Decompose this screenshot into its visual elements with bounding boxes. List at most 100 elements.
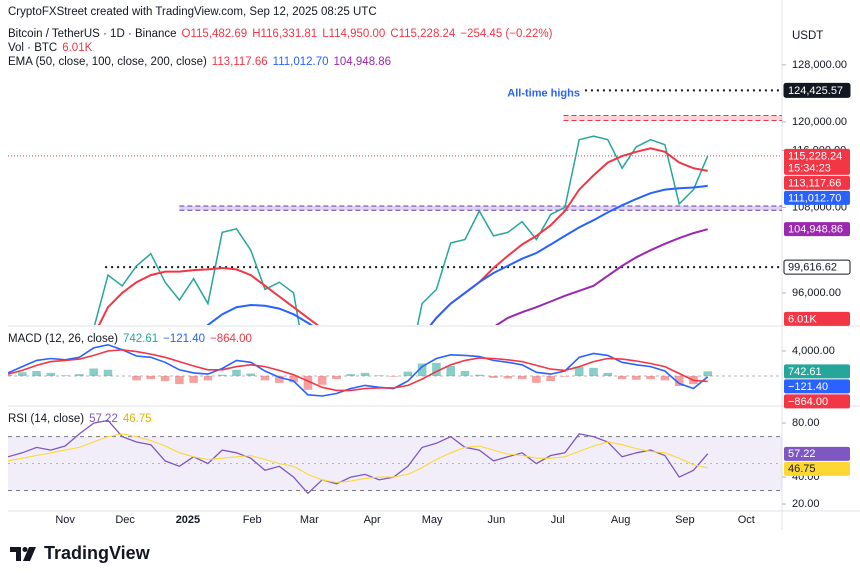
price-label-box [784,190,850,205]
series-line [8,419,709,495]
price-label: −864.00 [788,396,828,408]
y-tick-label: 120,000.00 [792,116,847,128]
x-tick-label: Jul [551,514,565,526]
histogram-bar [17,372,27,376]
histogram-bar [660,376,670,381]
price-label: 113,117.66 [788,177,841,189]
y-tick-label: 96,000.00 [792,287,841,299]
price-label: 104,948.86 [788,224,843,236]
histogram-bar [160,376,170,381]
histogram-bar [703,371,713,376]
x-tick-label: Apr [364,514,381,526]
histogram-bar [574,366,584,376]
histogram-bar [489,376,498,378]
price-label: 115,228.24 [788,150,842,162]
histogram-bar [646,376,655,380]
brand-name: TradingView [44,543,150,563]
macd-title: MACD (12, 26, close) [8,333,118,345]
histogram-bar [189,376,198,383]
x-tick-label: Oct [738,514,755,526]
histogram-bar [232,369,241,376]
x-tick-label: 2025 [176,514,200,526]
histogram-bar [632,376,641,380]
price-label: −121.40 [788,381,828,393]
y-tick-label: 4,000.00 [792,345,835,357]
histogram-bar [589,367,598,376]
histogram-bar [617,376,627,380]
rsi-value: 46.75 [122,413,152,425]
x-tick-label: May [422,514,443,526]
series-line [97,147,708,325]
price-label: 111,012.70 [788,192,841,204]
axes: Nov Dec 2025 Feb Mar Apr May Jun Jul Aug Sep Oct 128… [55,59,851,526]
histogram-bar [517,376,527,380]
rsi-band [8,436,782,491]
y-tick-label: 80.00 [792,417,820,429]
volume-value: 6.01K [62,42,93,54]
volume-legend: Vol · BTC 6.01K [8,42,97,54]
histogram-bar [546,376,555,381]
price-label-box [784,175,850,190]
histogram-bar [303,376,313,390]
price-label: 57.22 [788,448,816,460]
rsi-title: RSI (14, close) [8,413,85,425]
price-label: 99,616.62 [788,262,837,274]
change: −254.45 (−0.22%) [460,28,553,40]
countdown: 15:34:23 [788,162,831,174]
volume-title: Vol · BTC [8,42,58,54]
histogram-bar [389,376,398,377]
macd-value: −864.00 [210,333,252,345]
ema-value: 104,948.86 [333,56,392,68]
y-tick-label: 20.00 [792,498,820,510]
rsi-value: 57.22 [89,413,118,425]
histogram-bar [103,369,113,376]
ema-value: 113,117.66 [211,56,268,68]
histogram-bar [403,371,413,376]
series-line [8,343,709,397]
ema-legend: EMA (50, close, 100, close, 200, close) 1… [8,56,396,68]
histogram-bar [674,376,684,386]
histogram-bar [217,374,227,376]
price-legend: Bitcoin / TetherUS · 1D · Binance O115,48… [8,28,557,40]
price-label: 6.01K [788,313,817,325]
annotation: All-time highs [507,87,580,99]
macd-value: 742.61 [122,333,159,345]
macd-value: −121.40 [163,333,206,345]
histogram-bar [532,376,541,383]
price-label: 742.61 [788,366,822,378]
histogram-bar [132,376,141,381]
price-label: 124,425.57 [788,85,843,97]
macd-pane [8,343,782,397]
price-pane [8,89,782,325]
price-label-box [784,364,850,379]
series-line [206,184,708,325]
histogram-bar [260,376,270,381]
histogram-bar [460,371,470,376]
brand-logo [10,546,36,561]
histogram-bar [474,374,484,376]
price-label-box [783,82,851,98]
series-line [93,135,709,325]
x-tick-label: Nov [55,514,75,526]
histogram-bar [146,376,156,380]
x-tick-label: Aug [611,514,631,526]
x-tick-label: Feb [243,514,262,526]
zone [179,205,782,211]
histogram-bar [175,376,184,385]
series-line [494,228,708,325]
histogram-bar [289,376,298,383]
ema-title: EMA (50, close, 100, close, 200, close) [8,56,207,68]
histogram-bar [60,375,70,376]
histogram-bar [432,362,441,376]
price-label: 46.75 [788,463,816,475]
price-label-box [783,259,851,275]
ohlc: O115,482.69 [181,28,248,40]
symbol: Bitcoin / TetherUS · 1D · Binance [8,28,177,40]
histogram-bar [317,376,327,385]
x-tick-label: Mar [300,514,319,526]
header-title: CryptoFXStreet created with TradingView.… [8,6,377,18]
histogram-bar [417,363,427,376]
histogram-bar [360,372,370,376]
histogram-bar [203,376,213,381]
histogram-bar [8,374,13,376]
